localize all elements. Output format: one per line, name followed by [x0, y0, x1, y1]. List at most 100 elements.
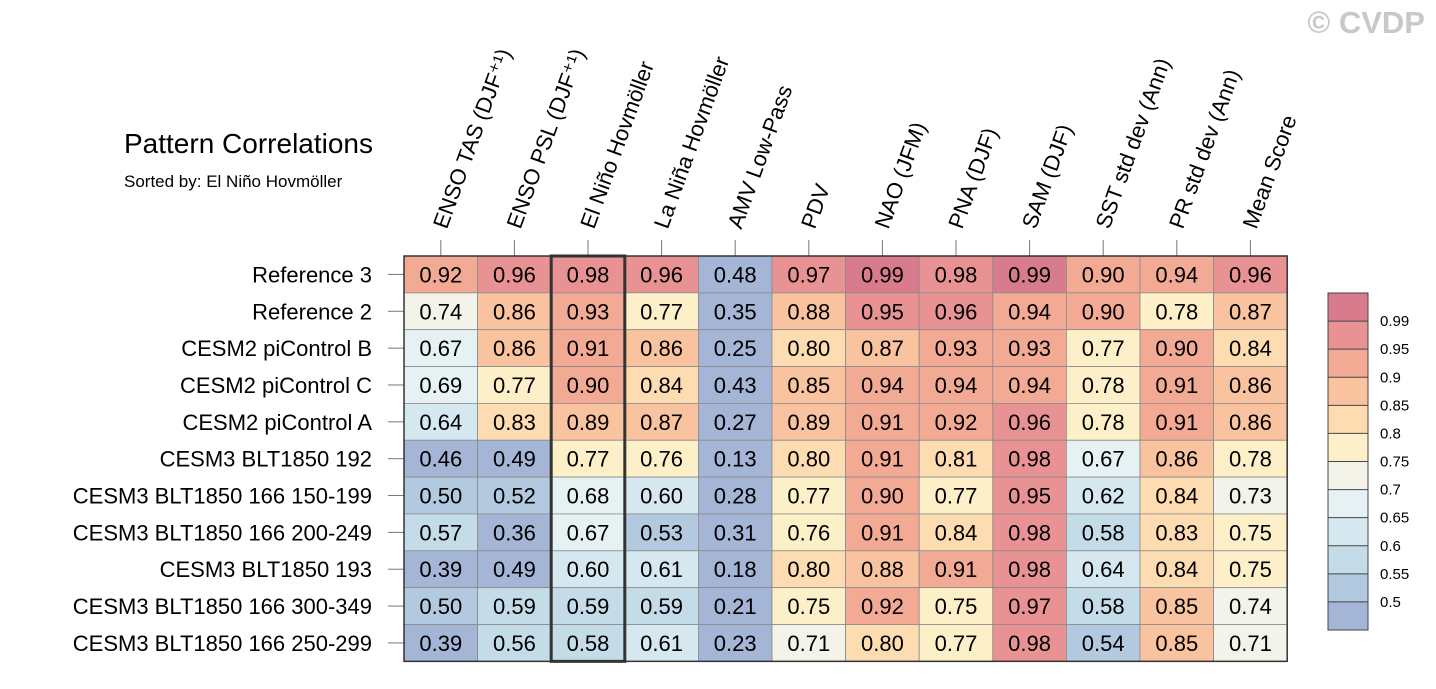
- cell-value-label: 0.50: [419, 594, 462, 619]
- cell-value-label: 0.93: [935, 336, 978, 361]
- heatmap-cell: [403, 329, 478, 367]
- heatmap-cell: [1213, 329, 1288, 367]
- cell-value-label: 0.98: [935, 262, 978, 287]
- cell-value-label: 0.89: [567, 410, 610, 435]
- cell-value-label: 0.75: [787, 594, 830, 619]
- cell-value-label: 0.98: [1008, 520, 1051, 545]
- cell-value-label: 0.25: [714, 336, 757, 361]
- row-label: CESM3 BLT1850 166 150-199: [73, 484, 372, 509]
- heatmap-cell: [918, 550, 994, 589]
- column-label: PNA (DJF): [943, 124, 1002, 231]
- cell-value-label: 0.43: [714, 373, 757, 398]
- heatmap-cell: [771, 255, 846, 294]
- heatmap-cell: [845, 550, 920, 589]
- cell-value-label: 0.61: [640, 557, 683, 582]
- cell-value-label: 0.54: [1082, 631, 1125, 656]
- cell-value-label: 0.92: [861, 594, 904, 619]
- heatmap-cell: [1139, 329, 1214, 367]
- cell-value-label: 0.96: [935, 299, 978, 324]
- heatmap-cell: [1066, 366, 1141, 404]
- cell-value-label: 0.78: [1229, 447, 1272, 472]
- heatmap-cell: [1066, 587, 1141, 625]
- heatmap-cell: [771, 550, 846, 589]
- heatmap-cell: [1213, 624, 1288, 662]
- heatmap-cell: [992, 439, 1067, 478]
- cell-value-label: 0.28: [714, 484, 757, 509]
- column-label: SAM (DJF): [1017, 121, 1078, 232]
- heatmap-cell: [992, 292, 1067, 331]
- cell-value-label: 0.91: [935, 557, 978, 582]
- cell-value-label: 0.90: [567, 373, 610, 398]
- cell-value-label: 0.71: [1229, 631, 1272, 656]
- row-label: Reference 2: [252, 299, 372, 324]
- heatmap-cell: [845, 366, 920, 404]
- colorbar-segment: [1328, 293, 1368, 322]
- colorbar-level-label: 0.7: [1380, 482, 1401, 499]
- heatmap-cell: [1066, 329, 1141, 367]
- cell-value-label: 0.84: [1155, 557, 1198, 582]
- cell-value-label: 0.53: [640, 520, 683, 545]
- heatmap-cell: [698, 292, 773, 331]
- heatmap-cell: [845, 587, 920, 625]
- heatmap-cell: [1066, 255, 1141, 294]
- cell-value-label: 0.92: [419, 262, 462, 287]
- colorbar-segment: [1328, 405, 1368, 434]
- cell-value-label: 0.86: [1229, 410, 1272, 435]
- cell-value-label: 0.58: [1082, 594, 1125, 619]
- cell-value-label: 0.75: [1229, 557, 1272, 582]
- heatmap-cell: [1139, 513, 1214, 552]
- heatmap-cell: [771, 476, 846, 515]
- cell-value-label: 0.64: [419, 410, 462, 435]
- heatmap-cell: [1066, 550, 1141, 589]
- cell-value-label: 0.86: [493, 336, 536, 361]
- cell-value-label: 0.89: [787, 410, 830, 435]
- heatmap-cell: [1213, 439, 1288, 478]
- heatmap-cell: [550, 439, 626, 478]
- heatmap-cell: [477, 550, 552, 589]
- heatmap-cell: [550, 402, 626, 441]
- row-label: CESM2 piControl C: [180, 373, 372, 398]
- heatmap-cell: [698, 513, 773, 552]
- heatmap-cell: [992, 476, 1067, 515]
- row-labels: Reference 3 Reference 2 CESM2 piControl B C…: [73, 262, 404, 656]
- cell-value-label: 0.90: [1155, 336, 1198, 361]
- row-label: CESM3 BLT1850 166 300-349: [73, 594, 372, 619]
- heatmap-cell: [403, 587, 478, 625]
- heatmap-cell: [624, 550, 699, 589]
- cell-value-label: 0.84: [1229, 336, 1272, 361]
- cell-value-label: 0.76: [640, 447, 683, 472]
- cell-value-label: 0.86: [493, 299, 536, 324]
- cell-value-label: 0.80: [787, 336, 830, 361]
- colorbar-level-label: 0.8: [1380, 425, 1401, 442]
- chart-title: Pattern Correlations: [124, 128, 373, 159]
- cell-value-label: 0.94: [935, 373, 978, 398]
- row-label: Reference 3: [252, 262, 372, 287]
- cell-value-label: 0.60: [567, 557, 610, 582]
- cell-value-label: 0.96: [1229, 262, 1272, 287]
- cell-value-label: 0.49: [493, 557, 536, 582]
- highlight-box: [549, 254, 627, 663]
- chart-subtitle: Sorted by: El Niño Hovmöller: [124, 172, 343, 191]
- cell-value-label: 0.85: [1155, 631, 1198, 656]
- heatmap-cell: [698, 476, 773, 515]
- column-label: AMV Low-Pass: [722, 82, 797, 232]
- cell-value-label: 0.67: [419, 336, 462, 361]
- heatmap-cell: [1139, 550, 1214, 589]
- cell-value-label: 0.75: [1229, 520, 1272, 545]
- cell-value-label: 0.49: [493, 447, 536, 472]
- heatmap-cell: [403, 476, 478, 515]
- heatmap-cell: [771, 329, 846, 367]
- column-label: La Niña Hovmöller: [649, 53, 734, 232]
- cell-value-label: 0.83: [493, 410, 536, 435]
- cell-value-label: 0.50: [419, 484, 462, 509]
- colorbar-segment: [1328, 601, 1368, 630]
- cell-value-label: 0.96: [640, 262, 683, 287]
- cell-value-label: 0.67: [567, 520, 610, 545]
- colorbar-level-label: 0.99: [1380, 313, 1409, 330]
- cell-value-label: 0.74: [1229, 594, 1272, 619]
- cell-value-label: 0.95: [1008, 484, 1051, 509]
- cell-value-label: 0.90: [861, 484, 904, 509]
- cell-value-label: 0.84: [640, 373, 683, 398]
- heatmap-cell: [918, 439, 994, 478]
